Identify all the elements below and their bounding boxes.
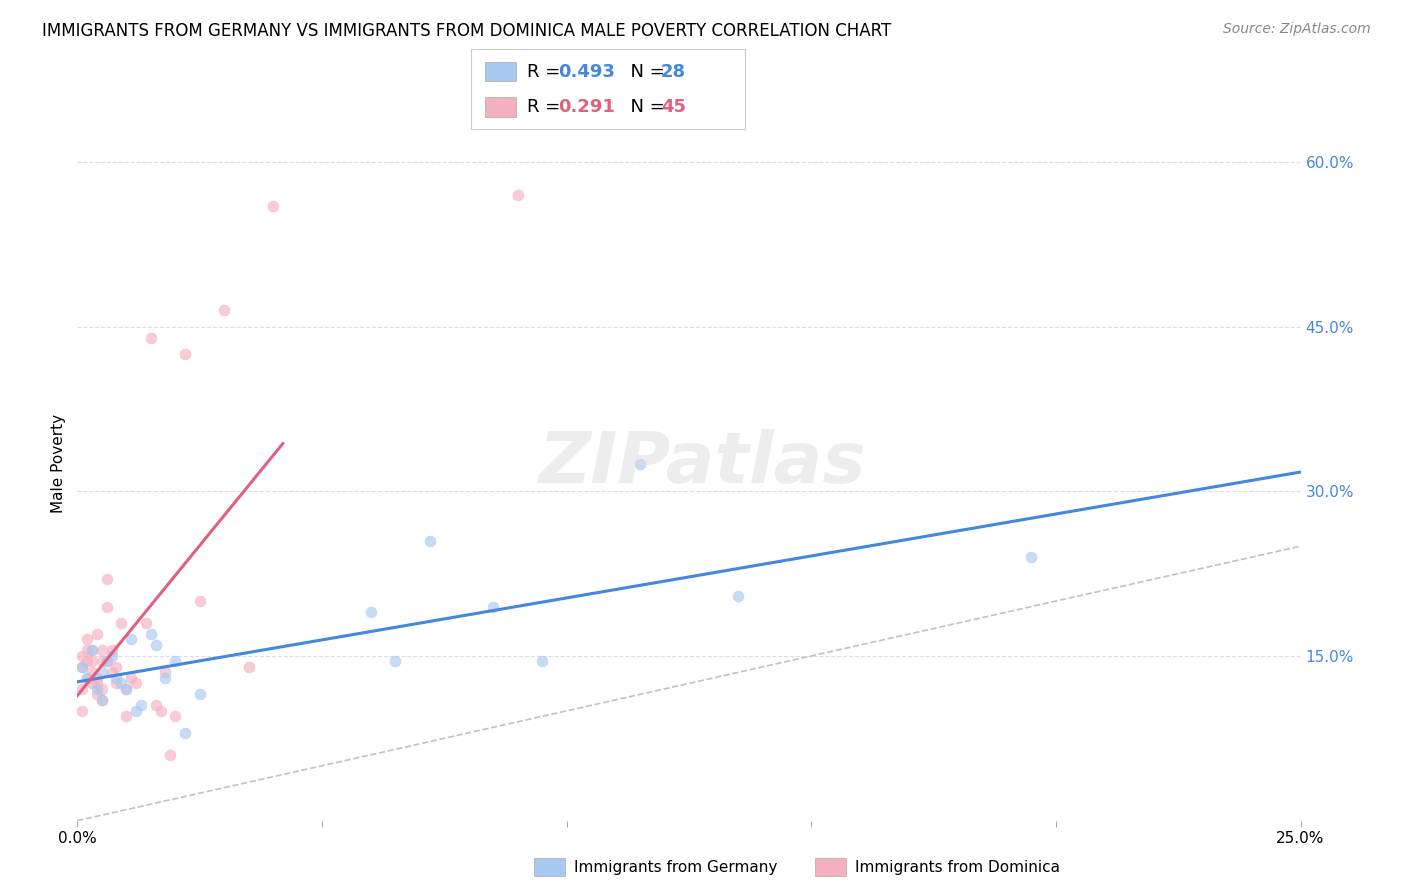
Point	[155, 665, 177, 680]
Point	[129, 698, 152, 713]
Point	[188, 687, 211, 701]
Point	[86, 687, 108, 701]
Point	[120, 671, 142, 685]
Text: N =: N =	[619, 62, 671, 80]
Point	[506, 187, 529, 202]
Point	[80, 655, 103, 669]
Y-axis label: Male Poverty: Male Poverty	[51, 414, 66, 514]
Point	[238, 660, 260, 674]
Point	[110, 615, 132, 630]
Point	[135, 615, 157, 630]
Point	[159, 747, 181, 762]
Point	[531, 655, 554, 669]
Point	[80, 643, 103, 657]
Text: Immigrants from Germany: Immigrants from Germany	[574, 860, 778, 874]
Point	[90, 693, 112, 707]
Point	[125, 704, 148, 718]
Point	[149, 704, 172, 718]
Point	[115, 681, 138, 696]
Text: N =: N =	[619, 98, 671, 116]
Point	[70, 648, 93, 663]
Point	[727, 589, 749, 603]
Point	[139, 627, 162, 641]
Point	[145, 638, 167, 652]
Point	[90, 665, 112, 680]
Point	[360, 605, 382, 619]
Point	[165, 709, 187, 723]
Point	[90, 693, 112, 707]
Point	[125, 676, 148, 690]
Point	[80, 665, 103, 680]
Point	[96, 655, 118, 669]
Text: R =: R =	[527, 62, 567, 80]
Point	[70, 660, 93, 674]
Text: 28: 28	[661, 62, 686, 80]
Point	[76, 643, 98, 657]
Text: 0.493: 0.493	[558, 62, 614, 80]
Point	[145, 698, 167, 713]
Point	[70, 704, 93, 718]
Point	[139, 330, 162, 344]
Point	[1021, 550, 1043, 565]
Point	[86, 676, 108, 690]
Point	[384, 655, 406, 669]
Point	[188, 594, 211, 608]
Point	[76, 655, 98, 669]
Point	[76, 671, 98, 685]
Point	[120, 632, 142, 647]
Point	[76, 671, 98, 685]
Point	[90, 681, 112, 696]
Text: ZIPatlas: ZIPatlas	[540, 429, 866, 499]
Point	[86, 671, 108, 685]
Text: 45: 45	[661, 98, 686, 116]
Point	[96, 599, 118, 614]
Point	[105, 660, 128, 674]
Text: 0.291: 0.291	[558, 98, 614, 116]
Point	[76, 632, 98, 647]
Point	[115, 681, 138, 696]
Point	[212, 303, 235, 318]
Point	[96, 655, 118, 669]
Point	[70, 681, 93, 696]
Point	[165, 655, 187, 669]
Point	[110, 676, 132, 690]
Point	[482, 599, 505, 614]
Point	[100, 648, 122, 663]
Point	[262, 199, 284, 213]
Text: Immigrants from Dominica: Immigrants from Dominica	[855, 860, 1060, 874]
Point	[419, 533, 441, 548]
Point	[174, 347, 197, 361]
Point	[155, 671, 177, 685]
Point	[80, 676, 103, 690]
Point	[100, 665, 122, 680]
Point	[105, 671, 128, 685]
Point	[115, 709, 138, 723]
Point	[96, 572, 118, 586]
Text: Source: ZipAtlas.com: Source: ZipAtlas.com	[1223, 22, 1371, 37]
Point	[100, 643, 122, 657]
Text: IMMIGRANTS FROM GERMANY VS IMMIGRANTS FROM DOMINICA MALE POVERTY CORRELATION CHA: IMMIGRANTS FROM GERMANY VS IMMIGRANTS FR…	[42, 22, 891, 40]
Point	[86, 627, 108, 641]
Point	[628, 457, 651, 471]
Point	[70, 660, 93, 674]
Point	[86, 681, 108, 696]
Point	[90, 643, 112, 657]
Point	[105, 676, 128, 690]
Point	[80, 643, 103, 657]
Point	[174, 726, 197, 740]
Text: R =: R =	[527, 98, 567, 116]
Point	[90, 655, 112, 669]
